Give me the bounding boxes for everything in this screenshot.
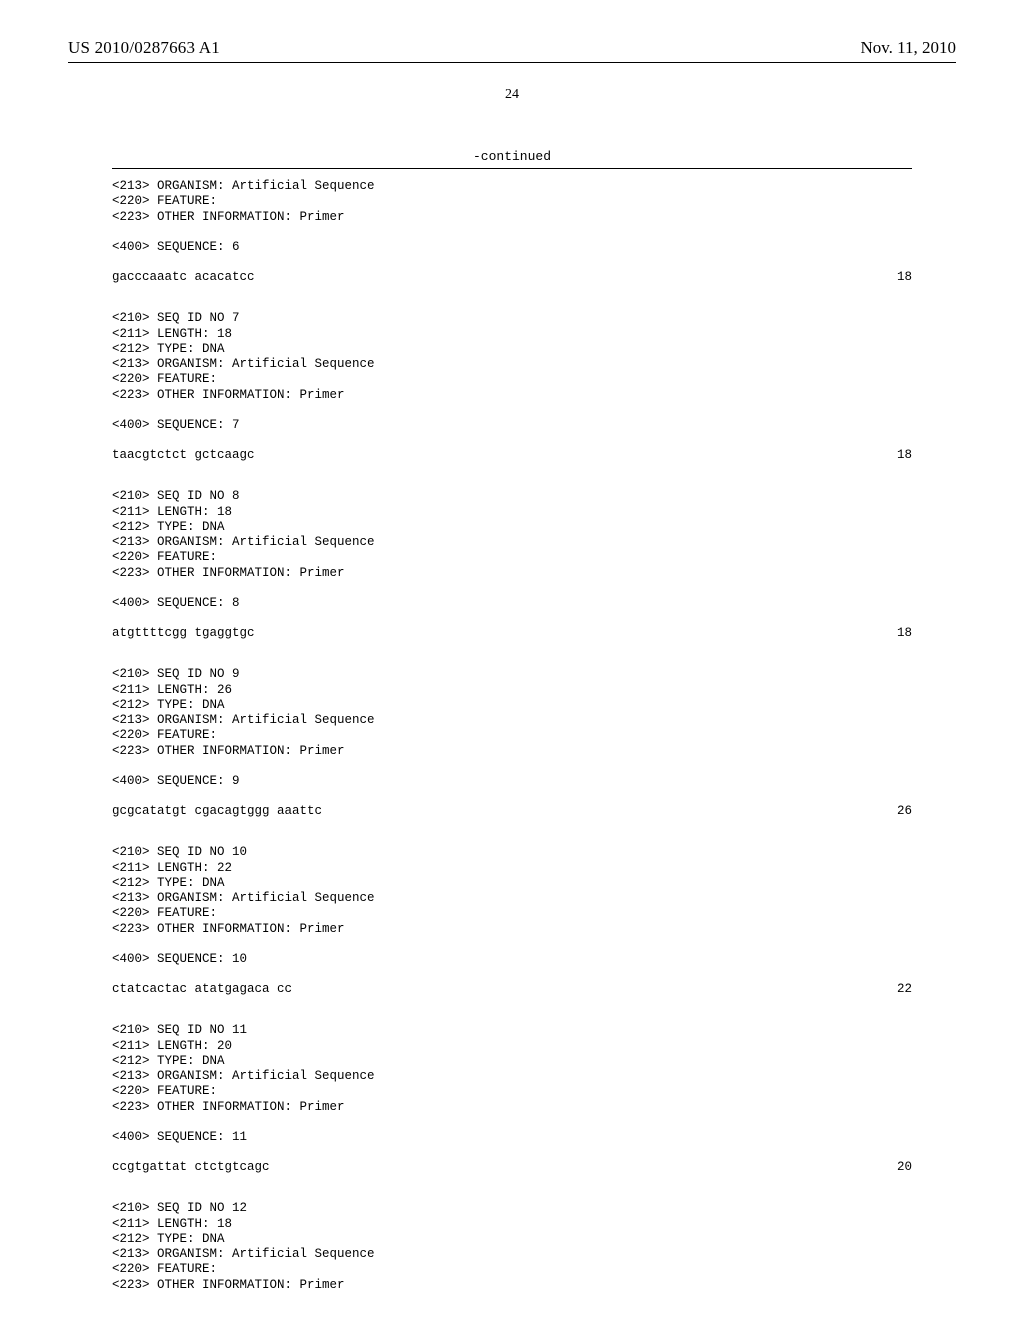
sequence-header-line: <213> ORGANISM: Artificial Sequence: [112, 535, 912, 550]
sequence-header-line: <220> FEATURE:: [112, 372, 912, 387]
sequence-header-line: <220> FEATURE:: [112, 1084, 912, 1099]
sequence-label: <400> SEQUENCE: 9: [112, 774, 912, 789]
sequence-label: <400> SEQUENCE: 8: [112, 596, 912, 611]
sequence-header-line: <220> FEATURE:: [112, 728, 912, 743]
continued-label: -continued: [68, 149, 956, 164]
sequence-header-line: <210> SEQ ID NO 7: [112, 311, 912, 326]
sequence-header-line: <223> OTHER INFORMATION: Primer: [112, 210, 912, 225]
sequence-header-line: <223> OTHER INFORMATION: Primer: [112, 744, 912, 759]
sequence-label: <400> SEQUENCE: 7: [112, 418, 912, 433]
sequence-length: 22: [897, 982, 912, 997]
sequence-length: 18: [897, 270, 912, 285]
sequence-rule: [112, 168, 912, 169]
sequence-header-line: <213> ORGANISM: Artificial Sequence: [112, 891, 912, 906]
sequence-header-line: <212> TYPE: DNA: [112, 1054, 912, 1069]
page-number: 24: [68, 87, 956, 103]
sequence-label: <400> SEQUENCE: 6: [112, 240, 912, 255]
sequence-header-line: <211> LENGTH: 18: [112, 327, 912, 342]
sequence-length: 18: [897, 626, 912, 641]
sequence-header-line: <210> SEQ ID NO 9: [112, 667, 912, 682]
sequence-header-line: <223> OTHER INFORMATION: Primer: [112, 1100, 912, 1115]
sequence-header-line: <220> FEATURE:: [112, 194, 912, 209]
sequence-header-line: <212> TYPE: DNA: [112, 342, 912, 357]
sequence-block: <210> SEQ ID NO 7<211> LENGTH: 18<212> T…: [112, 311, 912, 463]
sequence-row: gcgcatatgt cgacagtggg aaattc 26: [112, 804, 912, 819]
sequence-row: ccgtgattat ctctgtcagc 20: [112, 1160, 912, 1175]
sequence-row: taacgtctct gctcaagc 18: [112, 448, 912, 463]
sequence-header-line: <212> TYPE: DNA: [112, 698, 912, 713]
sequence-text: atgttttcgg tgaggtgc: [112, 626, 255, 641]
sequence-header-line: <211> LENGTH: 18: [112, 505, 912, 520]
page-header: US 2010/0287663 A1 Nov. 11, 2010: [68, 38, 956, 58]
sequence-header-line: <212> TYPE: DNA: [112, 876, 912, 891]
sequence-header-line: <213> ORGANISM: Artificial Sequence: [112, 357, 912, 372]
sequence-header-line: <223> OTHER INFORMATION: Primer: [112, 922, 912, 937]
sequence-header-line: <212> TYPE: DNA: [112, 1232, 912, 1247]
sequence-header-line: <211> LENGTH: 22: [112, 861, 912, 876]
header-rule: [68, 62, 956, 63]
sequence-row: gacccaaatc acacatcc 18: [112, 270, 912, 285]
sequence-header-line: <211> LENGTH: 18: [112, 1217, 912, 1232]
sequence-block: <210> SEQ ID NO 11<211> LENGTH: 20<212> …: [112, 1023, 912, 1175]
sequence-text: gcgcatatgt cgacagtggg aaattc: [112, 804, 322, 819]
sequence-length: 18: [897, 448, 912, 463]
sequence-header-line: <213> ORGANISM: Artificial Sequence: [112, 179, 912, 194]
sequence-block: <210> SEQ ID NO 8<211> LENGTH: 18<212> T…: [112, 489, 912, 641]
publication-date: Nov. 11, 2010: [860, 38, 956, 58]
sequence-block: <210> SEQ ID NO 9<211> LENGTH: 26<212> T…: [112, 667, 912, 819]
sequence-header-line: <212> TYPE: DNA: [112, 520, 912, 535]
sequence-text: ccgtgattat ctctgtcagc: [112, 1160, 270, 1175]
sequence-row: atgttttcgg tgaggtgc 18: [112, 626, 912, 641]
sequence-listing: <213> ORGANISM: Artificial Sequence<220>…: [68, 179, 956, 1293]
sequence-block: <210> SEQ ID NO 12<211> LENGTH: 18<212> …: [112, 1201, 912, 1293]
sequence-header-line: <210> SEQ ID NO 12: [112, 1201, 912, 1216]
sequence-header-line: <210> SEQ ID NO 11: [112, 1023, 912, 1038]
sequence-block: <210> SEQ ID NO 10<211> LENGTH: 22<212> …: [112, 845, 912, 997]
sequence-header-line: <223> OTHER INFORMATION: Primer: [112, 1278, 912, 1293]
sequence-header-line: <220> FEATURE:: [112, 550, 912, 565]
sequence-label: <400> SEQUENCE: 11: [112, 1130, 912, 1145]
sequence-header-line: <223> OTHER INFORMATION: Primer: [112, 388, 912, 403]
sequence-text: gacccaaatc acacatcc: [112, 270, 255, 285]
sequence-header-line: <220> FEATURE:: [112, 1262, 912, 1277]
sequence-header-line: <213> ORGANISM: Artificial Sequence: [112, 1069, 912, 1084]
sequence-header-line: <213> ORGANISM: Artificial Sequence: [112, 713, 912, 728]
sequence-header-line: <211> LENGTH: 26: [112, 683, 912, 698]
sequence-header-line: <213> ORGANISM: Artificial Sequence: [112, 1247, 912, 1262]
sequence-header-line: <210> SEQ ID NO 10: [112, 845, 912, 860]
sequence-header-line: <211> LENGTH: 20: [112, 1039, 912, 1054]
sequence-label: <400> SEQUENCE: 10: [112, 952, 912, 967]
sequence-text: taacgtctct gctcaagc: [112, 448, 255, 463]
sequence-header-line: <220> FEATURE:: [112, 906, 912, 921]
sequence-row: ctatcactac atatgagaca cc 22: [112, 982, 912, 997]
sequence-block: <213> ORGANISM: Artificial Sequence<220>…: [112, 179, 912, 285]
sequence-length: 26: [897, 804, 912, 819]
sequence-header-line: <210> SEQ ID NO 8: [112, 489, 912, 504]
sequence-length: 20: [897, 1160, 912, 1175]
sequence-header-line: <223> OTHER INFORMATION: Primer: [112, 566, 912, 581]
sequence-text: ctatcactac atatgagaca cc: [112, 982, 292, 997]
publication-number: US 2010/0287663 A1: [68, 38, 220, 58]
